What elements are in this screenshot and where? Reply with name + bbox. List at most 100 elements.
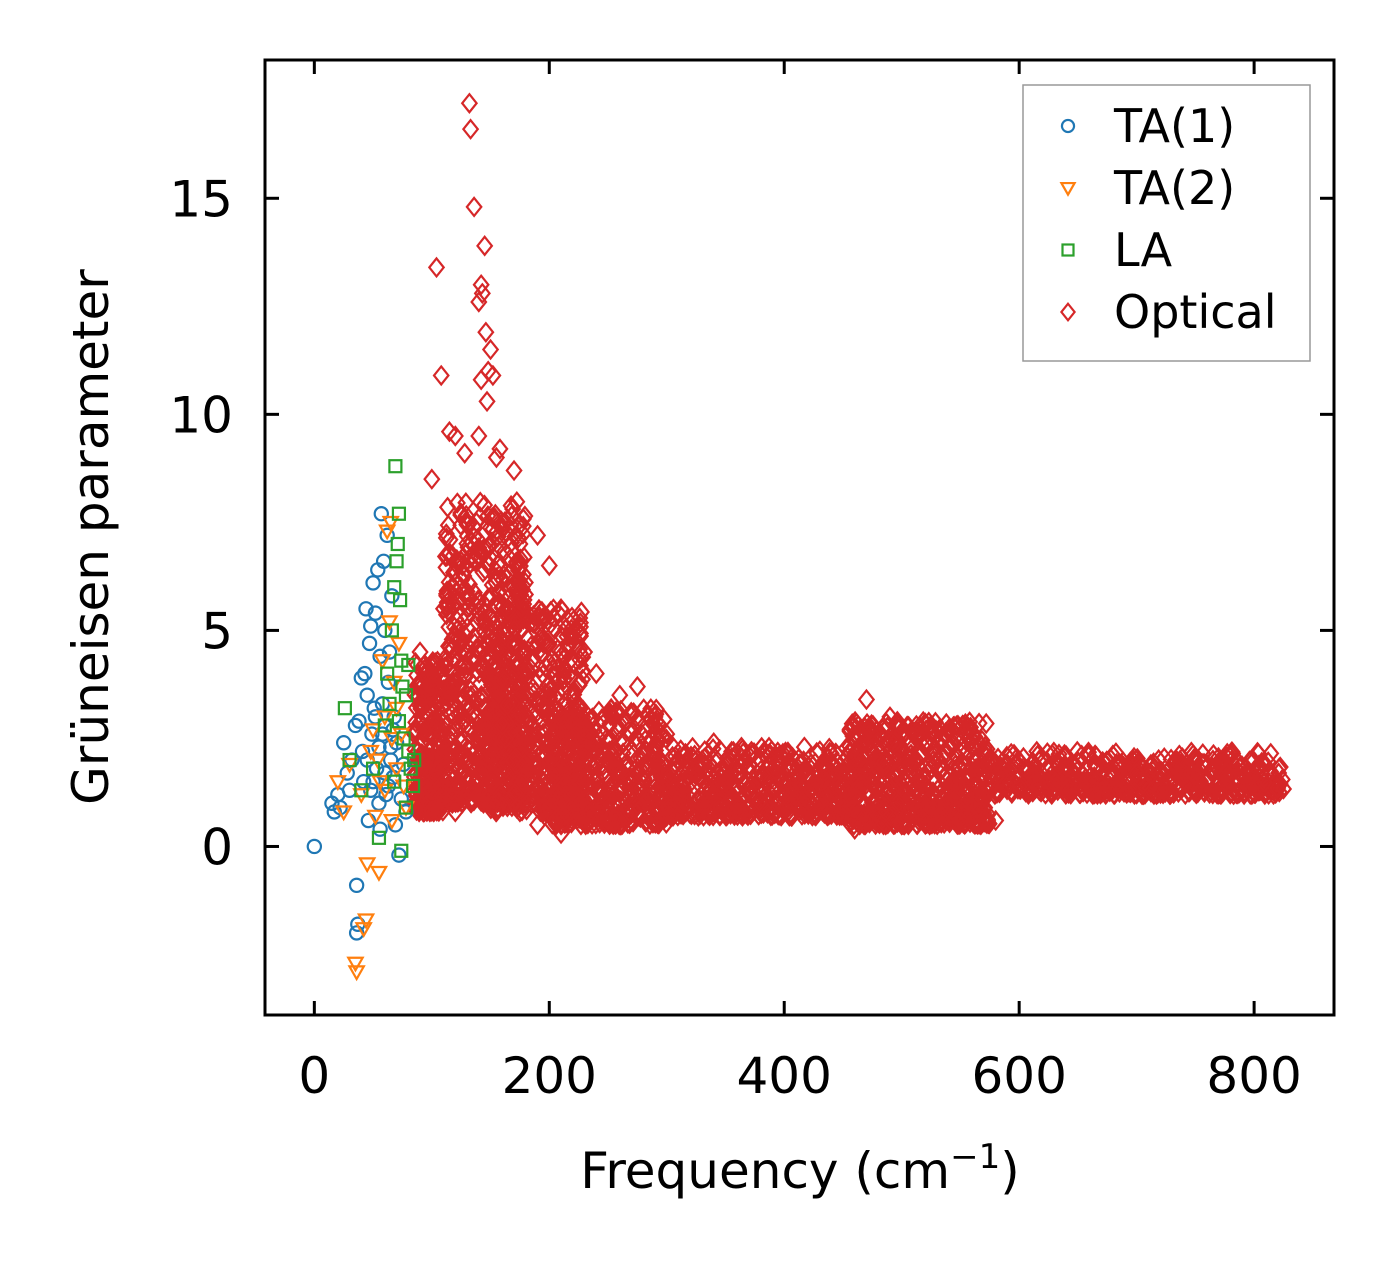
data-point <box>676 742 695 765</box>
data-point <box>1222 781 1240 804</box>
data-point <box>452 576 470 598</box>
data-point <box>436 545 455 568</box>
data-point <box>365 575 381 591</box>
data-point <box>908 761 926 784</box>
data-point <box>486 507 504 529</box>
data-point <box>1255 772 1274 794</box>
data-point <box>562 800 580 823</box>
data-point <box>356 913 376 930</box>
x-tick-label: 200 <box>502 1047 597 1105</box>
data-point <box>843 783 861 806</box>
data-point <box>936 796 954 818</box>
data-point <box>612 789 630 812</box>
data-point <box>1178 761 1196 784</box>
data-point <box>439 514 457 537</box>
y-tick-label: 5 <box>201 602 233 660</box>
data-point <box>487 446 506 469</box>
data-point <box>530 685 548 708</box>
data-point <box>739 795 757 818</box>
data-point <box>987 809 1005 832</box>
data-point <box>401 657 416 673</box>
data-point <box>806 752 824 774</box>
data-point <box>484 700 502 722</box>
data-point <box>537 631 555 653</box>
data-point <box>537 801 555 823</box>
data-point <box>469 590 487 613</box>
data-point <box>493 629 511 651</box>
data-point <box>646 751 664 774</box>
data-point <box>636 729 654 751</box>
data-point <box>342 752 357 768</box>
data-point <box>505 619 523 642</box>
data-point <box>886 765 905 788</box>
data-point <box>465 526 483 548</box>
data-point <box>523 702 541 725</box>
data-point <box>764 802 783 825</box>
data-point <box>358 857 377 874</box>
axis-ticks: 0 200 400 600 800 0 5 10 15 <box>169 60 1334 1105</box>
data-point <box>465 683 484 705</box>
data-point <box>622 803 640 825</box>
data-point <box>610 713 628 735</box>
data-point <box>475 538 493 561</box>
data-point <box>587 662 605 685</box>
series-optical <box>405 92 1293 845</box>
data-point <box>491 438 509 460</box>
data-point <box>716 770 735 793</box>
x-axis-label: Frequency (cm−1) <box>580 1137 1020 1200</box>
data-point <box>570 674 588 696</box>
data-point <box>844 715 862 737</box>
data-point <box>483 794 501 817</box>
data-point <box>541 718 559 741</box>
data-point <box>1274 778 1293 800</box>
x-tick-label: 600 <box>971 1047 1066 1105</box>
data-point <box>1031 769 1049 791</box>
data-point <box>547 718 565 741</box>
data-point <box>668 779 687 802</box>
data-point <box>364 726 380 742</box>
data-point <box>451 757 469 780</box>
data-point <box>1032 746 1051 769</box>
data-point <box>1191 774 1210 796</box>
data-point <box>381 644 398 660</box>
data-point <box>922 714 940 737</box>
data-point <box>306 838 323 855</box>
data-point <box>368 753 387 770</box>
data-point <box>750 790 769 813</box>
data-point <box>548 743 567 766</box>
data-point <box>555 680 573 703</box>
data-point <box>526 689 544 712</box>
data-point <box>531 667 549 690</box>
data-point <box>711 738 729 761</box>
data-point <box>422 695 440 717</box>
data-point <box>1136 783 1154 805</box>
data-point <box>631 747 650 769</box>
data-point <box>627 749 645 772</box>
data-point <box>1240 750 1259 772</box>
data-point <box>881 706 899 728</box>
data-point <box>1057 744 1075 767</box>
data-point <box>1017 762 1035 785</box>
data-point <box>382 731 401 748</box>
data-point <box>380 674 397 690</box>
data-point <box>879 782 897 804</box>
data-point <box>965 794 983 817</box>
data-point <box>551 702 569 724</box>
data-point <box>423 779 441 802</box>
data-point <box>1023 764 1041 787</box>
data-point <box>607 701 625 723</box>
data-point <box>500 740 518 763</box>
data-point <box>419 722 437 744</box>
data-point <box>407 711 425 734</box>
plot-frame <box>263 58 1336 1017</box>
data-point <box>390 536 405 552</box>
data-point <box>561 665 580 688</box>
data-point <box>358 601 374 617</box>
data-point <box>608 719 626 742</box>
data-points <box>306 92 1293 982</box>
data-point <box>485 668 503 690</box>
data-point <box>1093 758 1112 781</box>
data-point <box>1198 770 1216 793</box>
data-point <box>427 256 446 279</box>
